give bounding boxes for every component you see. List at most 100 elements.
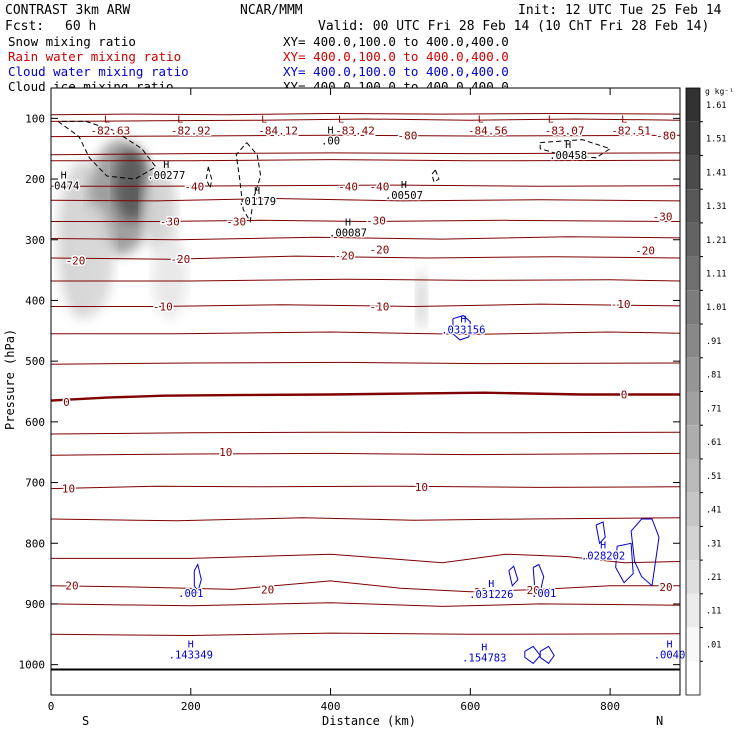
valid-time: Valid: 00 UTC Fri 28 Feb 14 (10 ChT Fri … xyxy=(318,19,709,34)
extremum-value: .00507 xyxy=(385,190,423,202)
contour-value-label: -30 xyxy=(160,216,180,229)
contour-value-label: -30 xyxy=(226,216,246,229)
temperature-contour-line xyxy=(50,485,681,490)
extremum-value: .001 xyxy=(178,588,203,600)
temperature-contour-line xyxy=(51,159,681,162)
extremum-mark: L xyxy=(177,114,183,125)
x-tick-label: 400 xyxy=(321,700,341,713)
plot-frame xyxy=(50,87,681,696)
extremum-value: .143349 xyxy=(169,649,213,661)
temperature-contour-line xyxy=(50,152,681,156)
contour-value-label: 10 xyxy=(219,446,232,459)
temperature-contour-line xyxy=(50,236,681,241)
cloud-ice-contour xyxy=(205,166,213,190)
y-tick-label: 400 xyxy=(25,294,45,307)
extremum-value: .031226 xyxy=(469,589,513,601)
cloud-water-contour xyxy=(532,563,545,593)
contour-value-label: 20 xyxy=(65,580,78,593)
colorbar-tick-label: .81 xyxy=(706,371,721,381)
colorbar-tick-label: 1.61 xyxy=(706,101,726,111)
snow-shading-blob xyxy=(141,166,177,252)
temperature-contours xyxy=(50,112,681,637)
temperature-contour-line xyxy=(50,602,681,607)
temperature-contour-line xyxy=(50,452,681,456)
fcst-value: 60 h xyxy=(65,19,96,34)
x-axis-ticks: 0 200 400 600 800 xyxy=(48,88,620,713)
colorbar-cells: 1.61 1.51 1.41 1.31 1.21 1.11 1.01 .91 .81 .71 .61… xyxy=(686,88,726,695)
contour-value-label: -80 xyxy=(656,129,676,142)
temperature-contour-line xyxy=(50,134,681,138)
extremum-mark: L xyxy=(338,114,344,125)
contour-value-label: -30 xyxy=(653,211,673,224)
field-legend: Snow mixing ratio XY= 400.0,100.0 to 400.… xyxy=(8,34,509,94)
y-tick-label: 200 xyxy=(25,173,45,186)
snow-shading-blob xyxy=(415,270,428,331)
colorbar-cell xyxy=(686,560,700,594)
colorbar-tick-label: .51 xyxy=(706,472,721,482)
extremum-value: .0474 xyxy=(48,180,80,192)
colorbar-cell xyxy=(686,661,700,695)
extremum-mark: H xyxy=(565,140,571,151)
extremum-mark: L xyxy=(104,114,110,125)
cloud-water-contour xyxy=(524,645,541,665)
extremum-mark: H xyxy=(488,579,494,590)
extremum-mark: H xyxy=(481,643,487,654)
y-tick-label: 900 xyxy=(25,598,45,611)
extremum-mark: H xyxy=(328,125,334,136)
colorbar-tick-label: 1.41 xyxy=(706,168,726,178)
extremum-value: .01179 xyxy=(238,196,276,208)
contour-value-label: -20 xyxy=(66,254,86,267)
snow-shading-blob xyxy=(152,233,188,319)
temperature-contour-line xyxy=(51,331,681,335)
extremum-mark: L xyxy=(548,114,554,125)
contour-value-label: -82.63 xyxy=(91,124,131,137)
y-tick-label: 700 xyxy=(25,477,45,490)
colorbar-tick-label: 1.51 xyxy=(706,135,726,145)
x-end-label-south: S xyxy=(82,714,89,728)
temperature-contour-line xyxy=(51,278,681,282)
extremum-value: .028202 xyxy=(581,551,625,563)
cloud-ice-contour xyxy=(57,120,157,180)
contour-value-label: 20 xyxy=(474,586,487,599)
x-tick-label: 600 xyxy=(460,700,480,713)
cloud-ice-contour xyxy=(539,139,612,159)
colorbar-cell xyxy=(686,526,700,561)
contour-value-label: -20 xyxy=(335,250,355,263)
extremum-mark: H xyxy=(401,180,407,191)
extremum-mark: H xyxy=(163,160,169,171)
y-tick-label: 1000 xyxy=(19,659,46,672)
colorbar-cell xyxy=(686,391,700,426)
colorbar-cell xyxy=(686,627,700,662)
colorbar-cell xyxy=(686,425,700,459)
extremum-mark: L xyxy=(261,114,267,125)
colorbar-cell xyxy=(686,189,700,223)
contour-value-label: 10 xyxy=(62,483,75,496)
extremum-value: .00458 xyxy=(549,150,587,162)
colorbar-tick-label: 1.01 xyxy=(706,303,726,313)
extremum-value: .154783 xyxy=(462,653,506,665)
contour-value-label: 20 xyxy=(527,584,540,597)
temperature-contour-line xyxy=(50,197,681,202)
extremum-value: .033156 xyxy=(441,325,485,337)
cloud-water-contour xyxy=(630,518,660,587)
snow-shading xyxy=(57,139,428,331)
y-tick-label: 500 xyxy=(25,355,45,368)
cloud-ice-contour xyxy=(431,169,440,183)
contour-value-label: -40 xyxy=(370,180,390,193)
field-xy: XY= 400.0,100.0 to 400.0,400.0 xyxy=(283,49,509,64)
colorbar-unit: g kg⁻¹ xyxy=(705,87,734,96)
contour-value-label: 10 xyxy=(415,481,428,494)
extremum-mark: H xyxy=(345,218,351,229)
temperature-contour-line xyxy=(50,431,681,435)
colorbar-tick-label: 1.11 xyxy=(706,269,726,279)
extremum-mark: H xyxy=(61,170,67,181)
plot-area: -82.63 -82.92 -84.12 -83.42 -80 -84.56 -83.07 -… xyxy=(19,87,687,713)
temperature-contour-line xyxy=(50,517,681,522)
colorbar-cell xyxy=(686,593,700,628)
center-title: NCAR/MMM xyxy=(240,3,303,18)
cloud-water-contour xyxy=(539,645,555,665)
extremum-value: .001 xyxy=(531,588,556,600)
contour-value-label: -84.12 xyxy=(258,124,298,137)
